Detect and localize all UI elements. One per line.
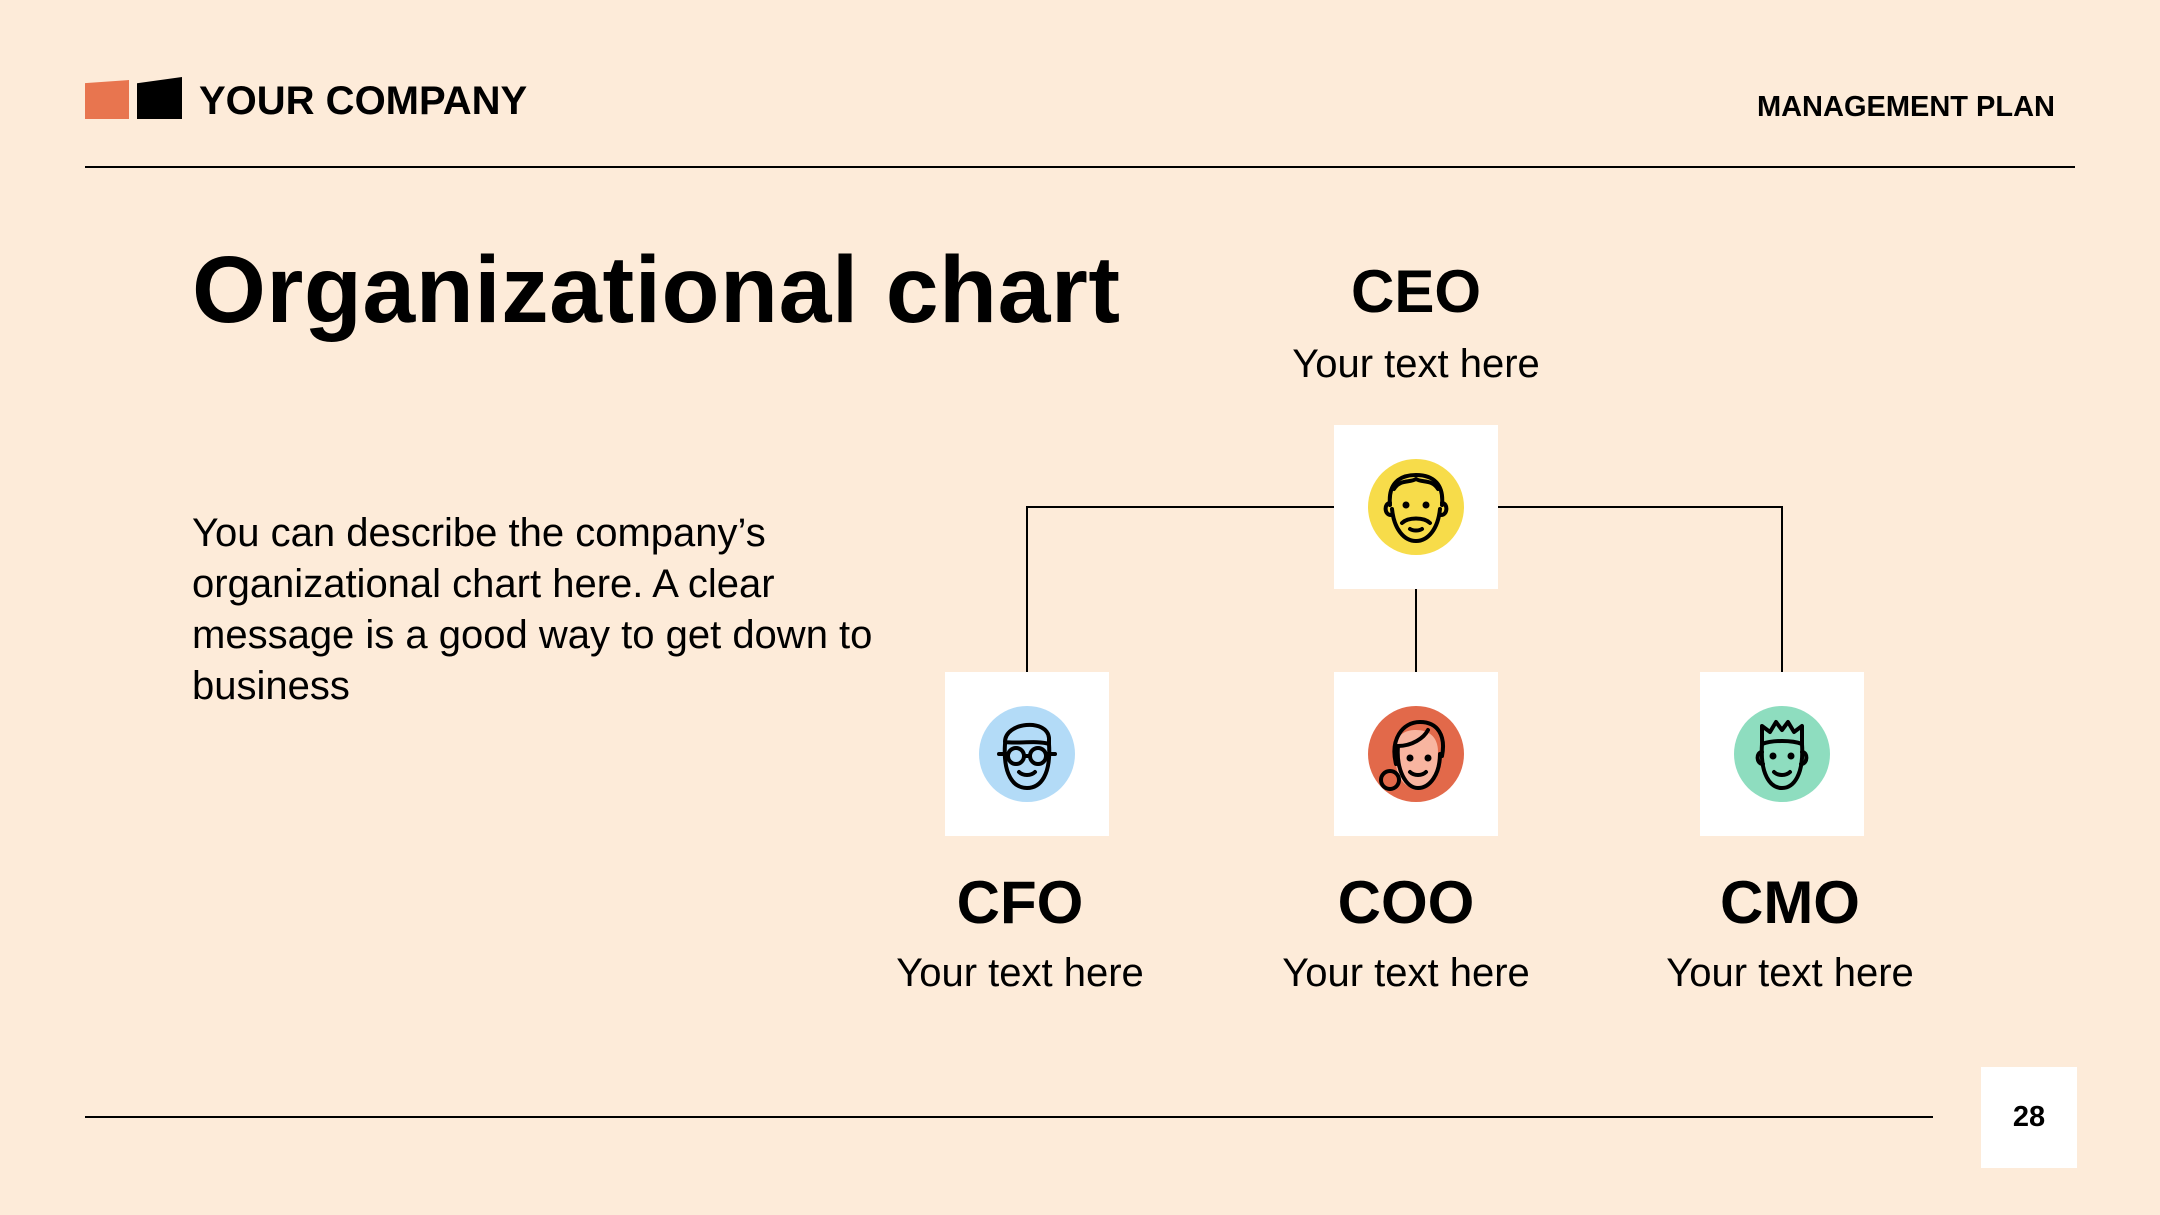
cfo-card — [945, 672, 1109, 836]
coo-text: Your text here — [1282, 951, 1530, 995]
connector-ceo-cmo — [1498, 506, 1783, 672]
cfo-role: CFO — [956, 869, 1084, 936]
cmo-card — [1700, 672, 1864, 836]
ceo-text: Your text here — [1292, 342, 1540, 386]
coo-card — [1334, 672, 1498, 836]
logo-orange-block — [85, 80, 129, 119]
company-name: YOUR COMPANY — [199, 79, 528, 123]
cmo-text: Your text here — [1666, 951, 1914, 995]
slide-description: You can describe the company’s organizat… — [192, 511, 873, 708]
man-with-glasses-icon — [979, 706, 1075, 802]
cfo-text: Your text here — [896, 951, 1144, 995]
spiky-hair-man-icon — [1734, 706, 1830, 802]
footer-divider — [85, 1116, 1933, 1118]
page-number: 28 — [1981, 1067, 2077, 1168]
header-divider — [85, 166, 2075, 168]
slide-title: Organizational chart — [192, 237, 1121, 343]
bearded-man-icon — [1368, 459, 1464, 555]
ceo-role: CEO — [1350, 258, 1482, 325]
connector-ceo-cfo — [1026, 506, 1334, 672]
cmo-role: CMO — [1720, 869, 1860, 936]
section-label: MANAGEMENT PLAN — [1756, 91, 2055, 123]
ceo-card — [1334, 425, 1498, 589]
logo-black-block — [137, 77, 182, 119]
woman-icon — [1368, 706, 1464, 802]
coo-role: COO — [1337, 869, 1475, 936]
